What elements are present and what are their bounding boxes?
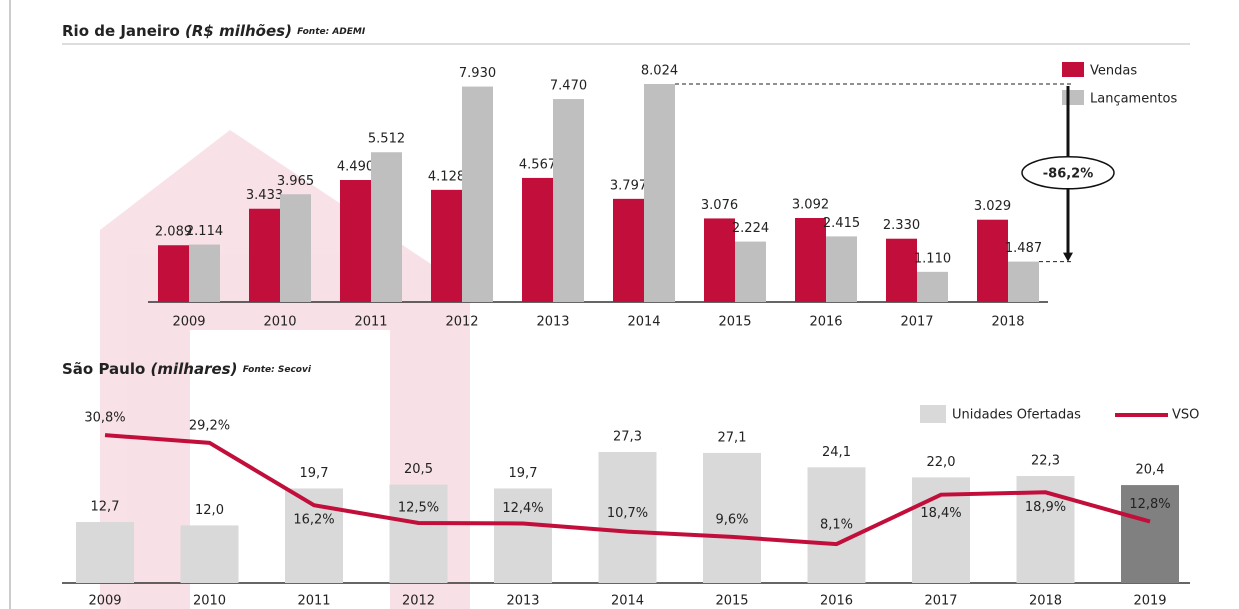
data-label: 3.029 (974, 199, 1011, 214)
x-tick-label: 2009 (172, 315, 205, 330)
data-label: 3.076 (701, 198, 738, 213)
bar (522, 178, 553, 302)
annotation: -86,2% (1043, 166, 1094, 181)
data-label: 2.224 (732, 221, 769, 236)
bar (644, 84, 675, 302)
data-label: 12,0 (195, 503, 224, 518)
data-label: 3.797 (610, 178, 647, 193)
data-label: 1.487 (1005, 241, 1042, 256)
x-tick-label: 2016 (820, 594, 853, 609)
bar (431, 190, 462, 302)
bar (826, 236, 857, 302)
data-label: 4.567 (519, 157, 556, 172)
x-tick-label: 2012 (402, 594, 435, 609)
x-tick-label: 2016 (809, 315, 842, 330)
arrow-head (1063, 253, 1073, 262)
legend-swatch (1062, 62, 1084, 77)
x-tick-label: 2013 (506, 594, 539, 609)
x-tick-label: 2018 (1029, 594, 1062, 609)
data-label: 19,7 (300, 466, 329, 481)
data-label: 1.110 (914, 251, 951, 266)
data-label: 9,6% (715, 512, 748, 527)
bar (371, 152, 402, 302)
x-tick-label: 2010 (263, 315, 296, 330)
bar (553, 99, 584, 302)
data-label: 22,3 (1031, 453, 1060, 468)
x-tick-label: 2011 (297, 594, 330, 609)
legend-swatch (920, 405, 946, 423)
data-label: 3.433 (246, 188, 283, 203)
data-label: 18,4% (920, 506, 961, 521)
data-label: 7.930 (459, 66, 496, 81)
data-label: 22,0 (927, 455, 956, 470)
bar (249, 209, 280, 302)
chart-title: Rio de Janeiro (R$ milhões) Fonte: ADEMI (62, 22, 366, 40)
data-label: 7.470 (550, 79, 587, 94)
data-label: 12,4% (502, 501, 543, 516)
x-tick-label: 2013 (536, 315, 569, 330)
x-tick-label: 2011 (354, 315, 387, 330)
x-tick-label: 2014 (627, 315, 660, 330)
data-label: 2.114 (186, 224, 223, 239)
x-tick-label: 2015 (718, 315, 751, 330)
data-label: 3.092 (792, 197, 829, 212)
bar (280, 194, 311, 302)
data-label: 3.965 (277, 174, 314, 189)
bar (462, 87, 493, 302)
legend-label: Lançamentos (1090, 92, 1178, 107)
legend-swatch (1062, 90, 1084, 105)
bar (181, 525, 239, 583)
bar (977, 220, 1008, 302)
bar (704, 218, 735, 302)
data-label: 4.490 (337, 160, 374, 175)
bar (613, 199, 644, 302)
data-label: 12,7 (91, 500, 120, 515)
data-label: 2.330 (883, 218, 920, 233)
bar (917, 272, 948, 302)
data-label: 4.128 (428, 169, 465, 184)
data-label: 2.415 (823, 216, 860, 231)
legend-label: Unidades Ofertadas (952, 408, 1081, 423)
x-tick-label: 2014 (611, 594, 644, 609)
bar (340, 180, 371, 302)
data-label: 5.512 (368, 132, 405, 147)
x-tick-label: 2010 (193, 594, 226, 609)
bar (886, 239, 917, 302)
data-label: 29,2% (189, 418, 230, 433)
legend-label: Vendas (1090, 64, 1137, 79)
x-tick-label: 2017 (924, 594, 957, 609)
data-label: 27,3 (613, 429, 642, 444)
bar (390, 485, 448, 583)
data-label: 20,4 (1136, 463, 1165, 478)
data-label: 12,5% (398, 501, 439, 516)
x-tick-label: 2019 (1133, 594, 1166, 609)
x-tick-label: 2009 (88, 594, 121, 609)
bar (158, 245, 189, 302)
bar (189, 245, 220, 302)
bar (1008, 262, 1039, 302)
data-label: 20,5 (404, 462, 433, 477)
data-label: 10,7% (607, 506, 648, 521)
data-label: 27,1 (718, 430, 747, 445)
x-tick-label: 2018 (991, 315, 1024, 330)
data-label: 18,9% (1025, 500, 1066, 515)
data-label: 30,8% (84, 411, 125, 426)
bar (795, 218, 826, 302)
x-tick-label: 2012 (445, 315, 478, 330)
data-label: 16,2% (293, 513, 334, 528)
legend-label: VSO (1172, 408, 1199, 423)
bar (285, 488, 343, 583)
data-label: 8,1% (820, 518, 853, 533)
data-label: 24,1 (822, 445, 851, 460)
chart: Rio de Janeiro (R$ milhões) Fonte: ADEMI… (0, 0, 1239, 609)
x-tick-label: 2015 (715, 594, 748, 609)
data-label: 12,8% (1129, 497, 1170, 512)
bar (735, 242, 766, 302)
data-label: 8.024 (641, 64, 678, 79)
bar (76, 522, 134, 583)
data-label: 19,7 (509, 466, 538, 481)
x-tick-label: 2017 (900, 315, 933, 330)
